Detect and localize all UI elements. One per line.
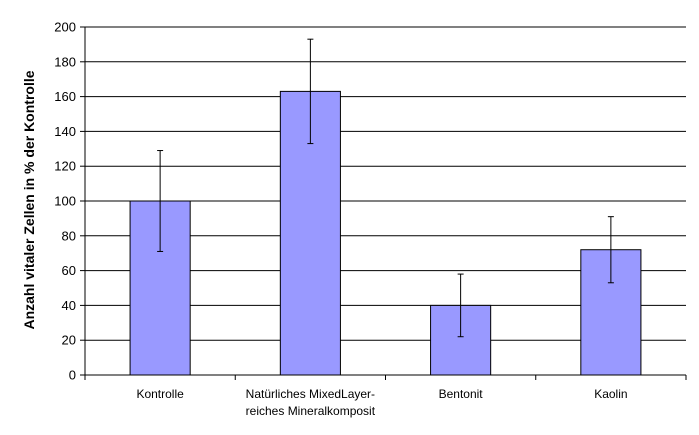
y-axis-title: Anzahl vitaler Zellen in % der Kontrolle [21, 70, 37, 329]
y-tick-label: 100 [54, 194, 76, 209]
x-tick-labels: Kontrolle Natürliches MixedLayer-reiches … [136, 387, 627, 418]
y-tick-label: 20 [62, 333, 76, 348]
axes [80, 26, 687, 380]
y-tick-label: 120 [54, 159, 76, 174]
error-bars [157, 38, 614, 338]
y-tick-label: 60 [62, 263, 76, 278]
y-tick-label: 140 [54, 124, 76, 139]
y-tick-label: 0 [69, 368, 76, 383]
y-tick-label: 200 [54, 20, 76, 35]
x-tick-label: Bentonit [439, 387, 484, 401]
y-tick-label: 80 [62, 228, 76, 243]
x-tick-label: Kontrolle [136, 387, 184, 401]
x-tick-label: Natürliches MixedLayer-reiches Mineralko… [246, 387, 376, 418]
y-tick-labels: 0 20 40 60 80 100 120 140 160 180 200 [54, 20, 76, 383]
y-tick-label: 180 [54, 54, 76, 69]
y-tick-label: 40 [62, 298, 76, 313]
x-tick-label: Kaolin [594, 387, 627, 401]
bars [129, 90, 642, 376]
y-tick-label: 160 [54, 89, 76, 104]
